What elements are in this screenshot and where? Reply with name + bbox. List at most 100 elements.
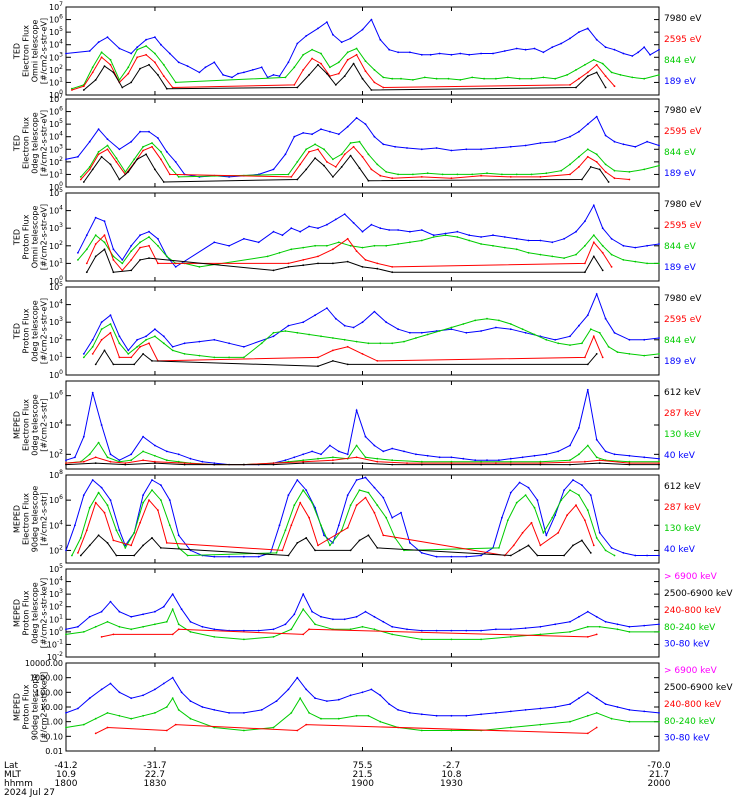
y-tick-label: 103: [49, 588, 63, 599]
y-tick-label: 100: [49, 181, 63, 192]
y-tick-label: 100: [49, 89, 63, 100]
data-point: [82, 631, 85, 633]
data-point: [65, 633, 67, 636]
y-tick-label: 10-1: [47, 638, 63, 649]
data-point: [604, 163, 607, 166]
legend-entry: 2595 eV: [664, 35, 702, 45]
data-point: [584, 519, 586, 522]
data-point: [367, 342, 370, 345]
legend-entry: 287 keV: [664, 503, 701, 513]
data-point: [106, 726, 109, 729]
data-point: [302, 246, 305, 249]
y-tick-label: 102: [49, 156, 63, 167]
data-point: [578, 324, 580, 327]
y-tick-label: 104: [49, 39, 63, 50]
data-point: [130, 453, 133, 456]
data-point: [189, 717, 192, 720]
data-point: [85, 248, 88, 251]
data-point: [112, 71, 115, 74]
data-point: [65, 628, 67, 631]
data-point: [177, 61, 180, 64]
legend-entry: 240-800 keV: [664, 700, 722, 710]
data-point: [551, 516, 554, 519]
data-point: [373, 628, 376, 631]
data-point: [575, 504, 577, 507]
data-point: [346, 125, 349, 128]
data-point: [471, 76, 474, 79]
data-point: [379, 174, 382, 177]
data-point: [157, 237, 159, 240]
data-point: [275, 700, 278, 702]
data-point: [586, 636, 589, 638]
y-tick-label: 104: [49, 131, 63, 142]
y-axis-label-line: MEPED: [13, 599, 22, 627]
data-point: [151, 537, 153, 539]
legend-entry: 30-80 keV: [664, 734, 710, 744]
data-point: [142, 353, 145, 355]
data-point: [343, 618, 346, 621]
data-point: [450, 629, 453, 632]
data-point: [586, 314, 589, 317]
data-point: [592, 544, 595, 547]
y-axis-label-line: Omni telescope: [31, 20, 40, 83]
data-point: [162, 342, 165, 345]
series-line-p6_green: [71, 489, 615, 557]
data-point: [361, 28, 364, 31]
data-point: [397, 51, 399, 54]
series-line-p3_red: [86, 234, 613, 272]
data-point: [133, 531, 136, 534]
data-point: [296, 676, 299, 679]
data-point: [130, 140, 133, 143]
data-point: [450, 462, 453, 464]
data-point: [361, 625, 364, 628]
data-point: [157, 74, 159, 76]
data-point: [326, 72, 328, 75]
data-point: [346, 526, 349, 529]
data-point: [106, 144, 109, 147]
data-point: [77, 259, 79, 261]
data-point: [586, 71, 589, 74]
y-axis-label-line: 0deg telescope: [31, 112, 40, 173]
data-point: [586, 509, 589, 512]
data-point: [539, 633, 542, 636]
data-point: [631, 76, 634, 79]
data-point: [213, 61, 216, 64]
data-point: [586, 123, 589, 125]
panel-frame: [65, 6, 660, 96]
data-point: [168, 524, 171, 527]
data-point: [554, 77, 557, 80]
data-point: [148, 257, 150, 259]
data-point: [560, 499, 563, 501]
data-point: [512, 544, 515, 547]
data-point: [586, 714, 589, 717]
data-point: [266, 255, 269, 258]
data-point: [320, 524, 322, 527]
data-point: [91, 479, 94, 481]
data-point: [174, 266, 177, 268]
data-point: [495, 628, 497, 631]
panel-frame: [65, 474, 660, 564]
data-point: [435, 147, 438, 149]
data-point: [355, 340, 358, 343]
data-point: [586, 388, 589, 391]
data-point: [557, 342, 560, 345]
data-point: [379, 227, 382, 230]
data-point: [136, 48, 139, 51]
data-point: [634, 260, 637, 263]
data-point: [509, 554, 512, 557]
data-point: [492, 52, 494, 55]
series-line-p7_green: [65, 607, 659, 640]
data-point: [260, 66, 263, 69]
data-point: [450, 326, 453, 329]
data-point: [503, 236, 506, 238]
data-point: [533, 506, 536, 509]
data-point: [337, 133, 340, 136]
data-point: [302, 453, 305, 456]
y-tick-label: 104: [49, 576, 63, 587]
data-point: [127, 72, 130, 75]
data-point: [97, 41, 100, 44]
data-point: [409, 542, 411, 544]
data-point: [91, 338, 94, 341]
data-point: [572, 544, 574, 547]
data-point: [595, 438, 598, 441]
